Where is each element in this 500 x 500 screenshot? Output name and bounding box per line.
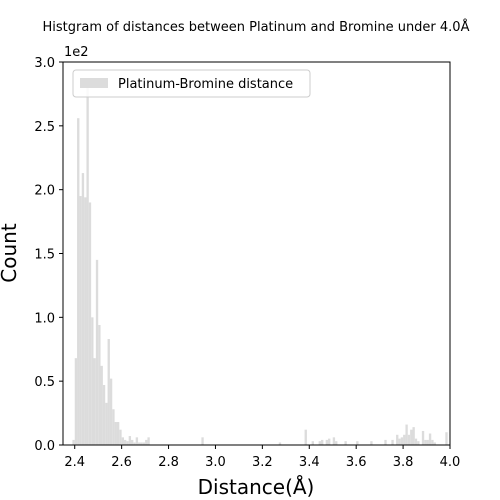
histogram-bar	[431, 439, 434, 445]
histogram-bar	[128, 436, 132, 445]
y-tick-label: 2.0	[34, 184, 55, 199]
histogram-bar	[424, 439, 427, 445]
histogram-bar	[433, 442, 436, 445]
histogram-bar	[391, 439, 394, 445]
histogram-bar	[126, 441, 129, 445]
y-tick-label: 0.5	[34, 375, 55, 390]
histogram-bar	[445, 432, 448, 445]
histogram-bar	[109, 378, 113, 445]
histogram-bar	[107, 339, 110, 445]
histogram-bar	[428, 433, 432, 445]
y-tick-label: 3.0	[34, 56, 55, 71]
histogram-bar	[88, 202, 92, 445]
histogram-bar	[74, 358, 78, 445]
histogram-bar	[335, 441, 338, 445]
histogram-bar	[201, 437, 204, 445]
histogram-bar	[142, 442, 146, 445]
x-tick-label: 3.4	[299, 455, 320, 470]
histogram-bar	[114, 422, 117, 445]
histogram-bar	[414, 438, 418, 445]
histogram-bar	[370, 441, 373, 445]
histogram-bar	[384, 439, 387, 445]
histogram-bar	[84, 197, 87, 445]
histogram-bar	[86, 87, 89, 446]
histogram-bar	[119, 429, 122, 445]
y-tick-label: 2.5	[34, 120, 55, 135]
histogram-bar	[344, 441, 347, 445]
histogram-bar	[426, 439, 429, 445]
histogram-bar	[98, 324, 101, 445]
histogram-bar	[77, 118, 80, 445]
x-tick-label: 3.0	[205, 455, 226, 470]
histogram-bar	[328, 438, 331, 445]
histogram-bar	[81, 173, 85, 445]
x-axis-label: Distance(Å)	[198, 475, 315, 499]
histogram-bar	[123, 439, 127, 445]
histogram-bar	[79, 196, 82, 445]
chart-title: Histgram of distances between Platinum a…	[43, 19, 470, 35]
histogram-bar	[95, 259, 99, 445]
histogram-bar	[417, 441, 420, 445]
histogram-bar	[135, 437, 139, 445]
y-tick-label: 0.0	[34, 439, 55, 454]
histogram-bar	[421, 430, 425, 445]
plot-area-frame	[62, 61, 451, 446]
histogram-bar	[278, 442, 282, 445]
x-axis-ticks: 2.4 2.6 2.8 3.0 3.2 3.4 3.6 3.8 4.0	[64, 445, 460, 470]
x-tick-label: 2.8	[158, 455, 179, 470]
histogram-bar	[72, 439, 75, 445]
histogram-bar	[398, 438, 401, 445]
x-tick-label: 2.4	[64, 455, 85, 470]
x-tick-label: 3.2	[252, 455, 273, 470]
x-tick-label: 3.6	[346, 455, 367, 470]
histogram-bar	[133, 442, 136, 445]
histogram-bars	[72, 87, 448, 446]
y-axis-label: Count	[0, 223, 21, 283]
legend-swatch	[80, 78, 108, 88]
histogram-bar	[145, 439, 148, 445]
histogram-bar	[91, 317, 94, 445]
histogram-bar	[407, 434, 411, 445]
histogram-bar	[405, 424, 408, 445]
legend-label: Platinum-Bromine distance	[118, 77, 293, 92]
histogram-bar	[318, 441, 321, 445]
legend-box	[72, 69, 311, 98]
histogram-bar	[105, 402, 108, 445]
histogram-bar	[304, 429, 307, 445]
histogram-bar	[100, 365, 103, 445]
y-axis-offset-label: 1e2	[64, 45, 89, 60]
histogram-bar	[102, 384, 106, 445]
histogram-bar	[410, 429, 413, 445]
y-axis-ticks: 0.0 0.5 1.0 1.5 2.0 2.5 3.0	[34, 56, 63, 454]
histogram-bar	[93, 358, 96, 445]
histogram-bar	[140, 442, 143, 445]
histogram-bar	[112, 409, 115, 445]
x-tick-label: 3.8	[393, 455, 414, 470]
x-tick-label: 2.6	[111, 455, 132, 470]
histogram-bar	[138, 442, 141, 445]
histogram-bar	[311, 441, 314, 445]
histogram-bar	[412, 427, 415, 445]
histogram-bar	[116, 422, 120, 445]
histogram-bar	[325, 439, 329, 445]
histogram-bar	[131, 439, 134, 445]
y-tick-label: 1.5	[34, 248, 55, 263]
histogram-bar	[121, 437, 124, 445]
histogram-bar	[400, 437, 404, 445]
x-tick-label: 4.0	[440, 455, 461, 470]
histogram-bar	[321, 439, 324, 445]
histogram-bar	[403, 434, 406, 445]
histogram-bar	[147, 437, 150, 445]
histogram-bar	[356, 441, 359, 445]
legend: Platinum-Bromine distance	[72, 69, 311, 98]
y-tick-label: 1.0	[34, 311, 55, 326]
histogram-bar	[332, 437, 336, 445]
histogram-bar	[396, 434, 399, 445]
